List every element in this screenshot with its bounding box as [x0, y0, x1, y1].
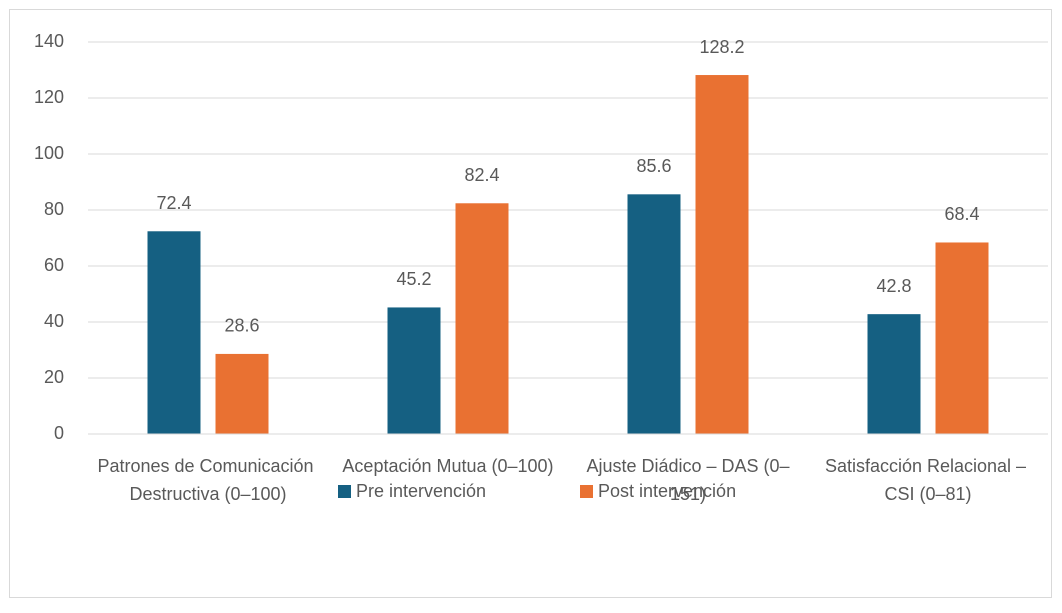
value-label: 85.6	[636, 156, 671, 176]
bar	[867, 314, 921, 434]
x-tick-label: Ajuste Diádico – DAS (0– 151)	[586, 456, 789, 504]
y-tick-label: 60	[44, 255, 64, 275]
value-label: 42.8	[876, 276, 911, 296]
y-tick-label: 140	[34, 31, 64, 51]
value-label: 82.4	[464, 165, 499, 185]
y-tick-label: 0	[54, 423, 64, 443]
y-tick-label: 20	[44, 367, 64, 387]
legend-swatch	[338, 485, 351, 498]
y-tick-label: 40	[44, 311, 64, 331]
value-label: 128.2	[699, 37, 744, 57]
x-tick-label: Satisfacción Relacional – CSI (0–81)	[825, 456, 1031, 504]
value-label: 72.4	[156, 193, 191, 213]
legend-label: Pre intervención	[356, 481, 486, 501]
bar	[627, 194, 681, 434]
x-tick-label: Aceptación Mutua (0–100)	[342, 456, 553, 476]
legend-label: Post intervención	[598, 481, 736, 501]
bar	[935, 242, 989, 434]
y-tick-label: 120	[34, 87, 64, 107]
bar	[387, 307, 441, 434]
value-label: 68.4	[944, 204, 979, 224]
y-tick-label: 80	[44, 199, 64, 219]
bar	[147, 231, 201, 434]
x-tick-label: Patrones de Comunicación Destructiva (0–…	[97, 456, 318, 504]
bar	[695, 75, 749, 434]
legend-swatch	[580, 485, 593, 498]
y-tick-label: 100	[34, 143, 64, 163]
value-label: 28.6	[224, 316, 259, 336]
value-label: 45.2	[396, 269, 431, 289]
bar	[215, 353, 269, 434]
bar	[455, 203, 509, 434]
